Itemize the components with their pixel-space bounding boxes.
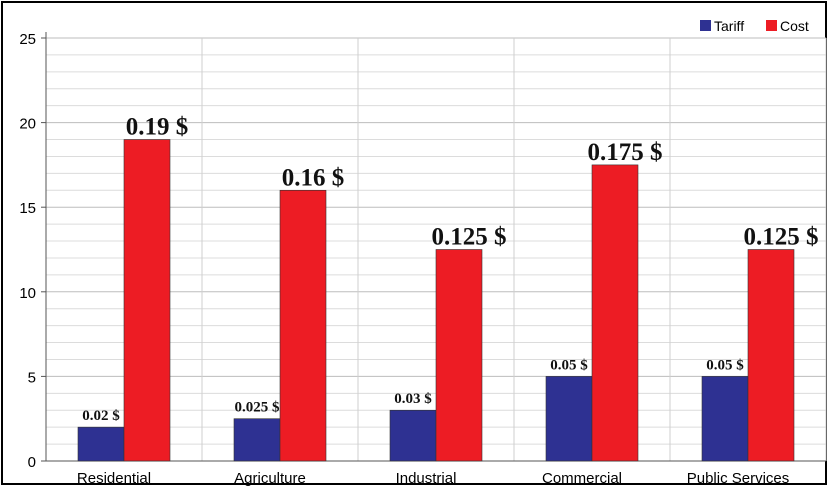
tariff-value-label: 0.025 $ (235, 400, 281, 416)
category-label: Industrial (396, 470, 457, 487)
cost-value-label: 0.175 $ (588, 139, 663, 166)
y-tick-label: 25 (19, 31, 36, 48)
tariff-bar (389, 409, 437, 462)
cost-value-label: 0.19 $ (126, 114, 189, 141)
legend-label-tariff: Tariff (714, 18, 744, 34)
tariff-value-label: 0.03 $ (394, 391, 432, 407)
legend-swatch-cost (766, 20, 777, 31)
tariff-value-label: 0.05 $ (550, 357, 588, 373)
y-tick-label: 5 (28, 369, 36, 386)
category-label: Agriculture (234, 470, 306, 487)
category-label: Commercial (542, 470, 622, 487)
category-label: Residential (77, 470, 151, 487)
category-label: Public Services (687, 470, 790, 487)
legend-swatch-tariff (700, 20, 711, 31)
cost-value-label: 0.125 $ (432, 224, 507, 251)
cost-bar (435, 249, 483, 462)
tariff-bar (233, 418, 281, 462)
tariff-value-label: 0.05 $ (706, 357, 744, 373)
y-tick-label: 10 (19, 285, 36, 302)
y-tick-label: 0 (28, 454, 36, 471)
y-tick-label: 20 (19, 116, 36, 133)
cost-bar (279, 189, 327, 462)
cost-value-label: 0.16 $ (282, 164, 345, 191)
cost-bar (123, 139, 171, 462)
tariff-bar (701, 376, 749, 462)
cost-value-label: 0.125 $ (744, 224, 819, 251)
tariff-value-label: 0.02 $ (82, 408, 120, 424)
tariff-bar (77, 426, 125, 462)
cost-bar (591, 164, 639, 462)
tariff-bar (545, 376, 593, 462)
cost-bar (747, 249, 795, 462)
y-tick-label: 15 (19, 200, 36, 217)
legend-label-cost: Cost (780, 18, 809, 34)
